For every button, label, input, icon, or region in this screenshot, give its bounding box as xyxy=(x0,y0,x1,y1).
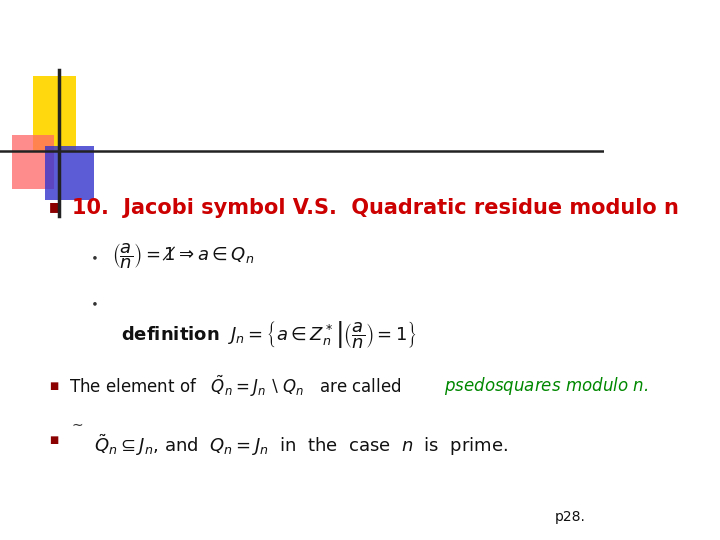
Text: $\sim$: $\sim$ xyxy=(69,417,84,431)
Text: $\blacksquare$: $\blacksquare$ xyxy=(48,201,60,215)
Text: $\bullet$: $\bullet$ xyxy=(90,296,97,309)
Text: $\blacksquare$: $\blacksquare$ xyxy=(49,380,60,392)
Text: $\bullet$: $\bullet$ xyxy=(90,250,97,263)
Text: 10.  Jacobi symbol V.S.  Quadratic residue modulo n: 10. Jacobi symbol V.S. Quadratic residue… xyxy=(73,198,680,218)
Text: $\mathbf{definition}$  $J_n = \left\{a \in Z_n^* \middle| \left(\dfrac{a}{n}\rig: $\mathbf{definition}$ $J_n = \left\{a \i… xyxy=(121,319,417,350)
Bar xyxy=(12,135,55,189)
Text: $\blacksquare$: $\blacksquare$ xyxy=(49,434,60,446)
Text: $\it{psedosquares\ modulo\ n}$.: $\it{psedosquares\ modulo\ n}$. xyxy=(444,375,649,397)
Bar xyxy=(33,76,76,151)
Text: $\tilde{Q}_n \subseteq J_n$, and  $Q_n = J_n$  in  the  case  $n$  is  prime.: $\tilde{Q}_n \subseteq J_n$, and $Q_n = … xyxy=(94,433,508,458)
Text: The element of   $\tilde{Q}_n = J_n \setminus Q_n$   are called: The element of $\tilde{Q}_n = J_n \setmi… xyxy=(69,374,403,399)
Text: $\left(\dfrac{a}{n}\right)=1 \not\Rightarrow a \in Q_n$: $\left(\dfrac{a}{n}\right)=1 \not\Righta… xyxy=(112,242,254,271)
Bar xyxy=(45,146,94,200)
Text: p28.: p28. xyxy=(555,510,586,524)
